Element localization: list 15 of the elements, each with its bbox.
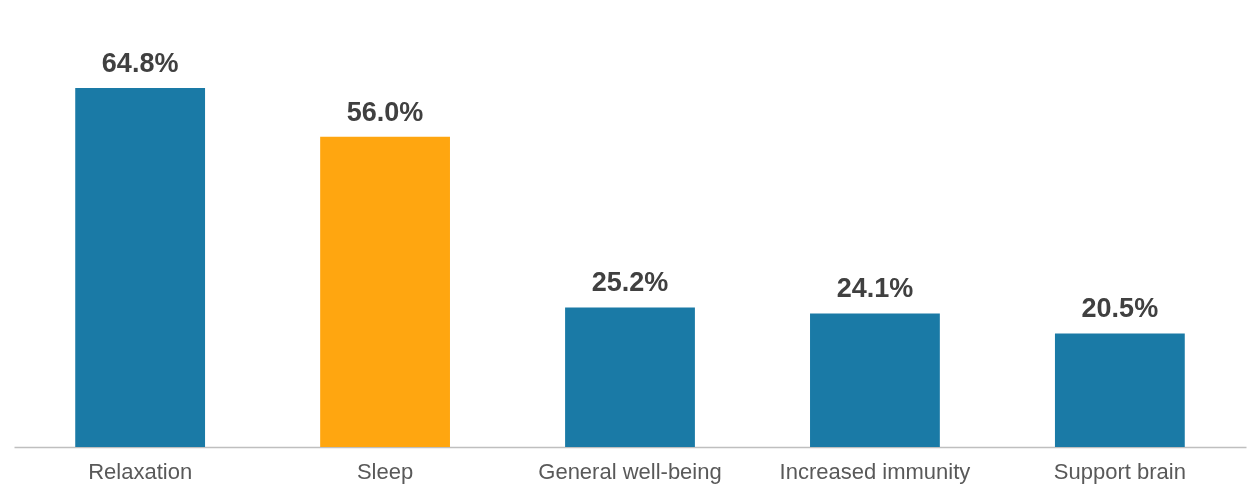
data-label: 56.0% — [346, 96, 424, 127]
bar — [810, 313, 940, 447]
x-tick-label: General well-being — [538, 458, 722, 484]
data-label: 64.8% — [101, 48, 179, 78]
x-tick-label: Sleep — [356, 458, 414, 484]
x-tick-label: Support brain — [1053, 458, 1186, 484]
x-tick-label: Increased immunity — [779, 458, 971, 484]
x-tick-label: Relaxation — [88, 458, 193, 484]
bar — [320, 136, 450, 447]
data-label: 24.1% — [836, 273, 914, 304]
data-label: 20.5% — [1081, 293, 1159, 324]
bar — [1054, 333, 1185, 447]
bar — [565, 307, 695, 447]
bar — [75, 88, 206, 447]
data-label: 25.2% — [591, 267, 669, 298]
